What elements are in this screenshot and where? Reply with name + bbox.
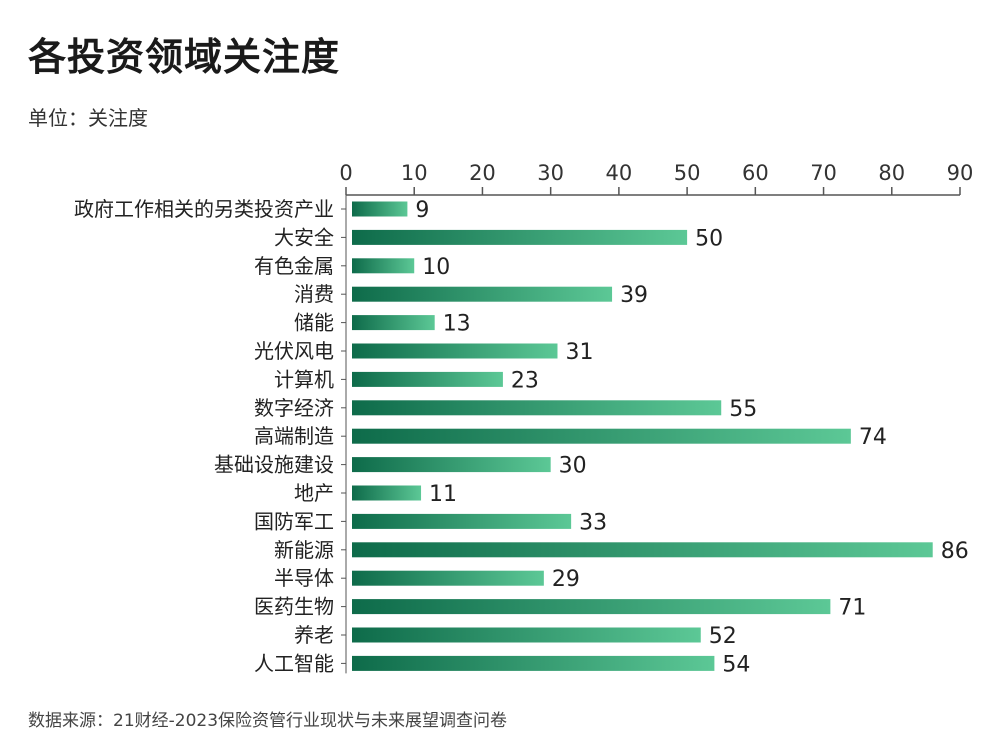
bar bbox=[352, 229, 688, 245]
category-label: 医药生物 bbox=[254, 595, 334, 619]
x-tick-label: 40 bbox=[606, 161, 633, 185]
bar bbox=[352, 201, 408, 217]
category-label: 国防军工 bbox=[254, 509, 334, 533]
bar bbox=[352, 627, 701, 643]
bar bbox=[352, 513, 572, 529]
x-tick-label: 60 bbox=[742, 161, 769, 185]
category-label: 数字经济 bbox=[254, 396, 334, 420]
bar bbox=[352, 457, 551, 473]
category-label: 光伏风电 bbox=[254, 339, 334, 363]
category-label: 高端制造 bbox=[254, 424, 334, 448]
x-tick-label: 20 bbox=[469, 161, 496, 185]
category-label: 新能源 bbox=[274, 538, 334, 562]
chart-title: 各投资领域关注度 bbox=[28, 35, 341, 79]
category-label: 养老 bbox=[294, 623, 334, 647]
bar bbox=[352, 599, 831, 615]
category-label: 政府工作相关的另类投资产业 bbox=[74, 197, 334, 221]
x-axis: 0 10 20 30 40 50 60 70 80 90 bbox=[339, 161, 974, 674]
bar bbox=[352, 655, 715, 671]
value-label: 33 bbox=[579, 510, 607, 535]
data-source: 数据来源：21财经-2023保险资管行业现状与未来展望调查问卷 bbox=[28, 711, 508, 731]
value-label: 31 bbox=[565, 340, 593, 365]
value-label: 11 bbox=[429, 482, 457, 507]
unit-label: 单位：关注度 bbox=[28, 106, 148, 130]
category-label: 消费 bbox=[294, 282, 334, 306]
x-tick-label: 90 bbox=[947, 161, 974, 185]
bar bbox=[352, 570, 544, 586]
value-label: 54 bbox=[722, 652, 750, 677]
value-label: 86 bbox=[941, 539, 969, 564]
category-label: 大安全 bbox=[274, 225, 334, 249]
bar bbox=[352, 428, 851, 444]
value-label: 30 bbox=[559, 454, 587, 479]
category-label: 人工智能 bbox=[254, 651, 334, 675]
bar bbox=[352, 258, 415, 274]
bar bbox=[352, 485, 422, 501]
category-label: 地产 bbox=[294, 481, 334, 505]
bar bbox=[352, 286, 613, 302]
category-label: 基础设施建设 bbox=[214, 453, 334, 477]
x-tick-label: 0 bbox=[339, 161, 352, 185]
category-label: 半导体 bbox=[274, 566, 334, 590]
value-label: 13 bbox=[443, 312, 471, 337]
value-label: 9 bbox=[415, 198, 429, 223]
x-tick-label: 80 bbox=[878, 161, 905, 185]
category-label: 储能 bbox=[294, 311, 334, 335]
value-label: 50 bbox=[695, 226, 723, 251]
value-label: 10 bbox=[422, 255, 450, 280]
bar bbox=[352, 343, 558, 359]
x-tick-label: 30 bbox=[537, 161, 564, 185]
category-label: 有色金属 bbox=[254, 254, 334, 278]
bar bbox=[352, 315, 435, 331]
value-label: 55 bbox=[729, 397, 757, 422]
category-label: 计算机 bbox=[274, 367, 334, 391]
bars: 政府工作相关的另类投资产业 9 大安全 50 有色金属 10 消费 39 储能 13 光伏风电 31 计… bbox=[74, 197, 969, 677]
value-label: 74 bbox=[859, 425, 887, 450]
value-label: 23 bbox=[511, 368, 539, 393]
value-label: 29 bbox=[552, 567, 580, 592]
value-label: 71 bbox=[838, 596, 866, 621]
value-label: 52 bbox=[709, 624, 737, 649]
bar bbox=[352, 371, 503, 387]
x-tick-label: 10 bbox=[401, 161, 428, 185]
x-tick-label: 50 bbox=[674, 161, 701, 185]
x-tick-label: 70 bbox=[810, 161, 837, 185]
value-label: 39 bbox=[620, 283, 648, 308]
bar bbox=[352, 400, 722, 416]
bar bbox=[352, 542, 933, 558]
